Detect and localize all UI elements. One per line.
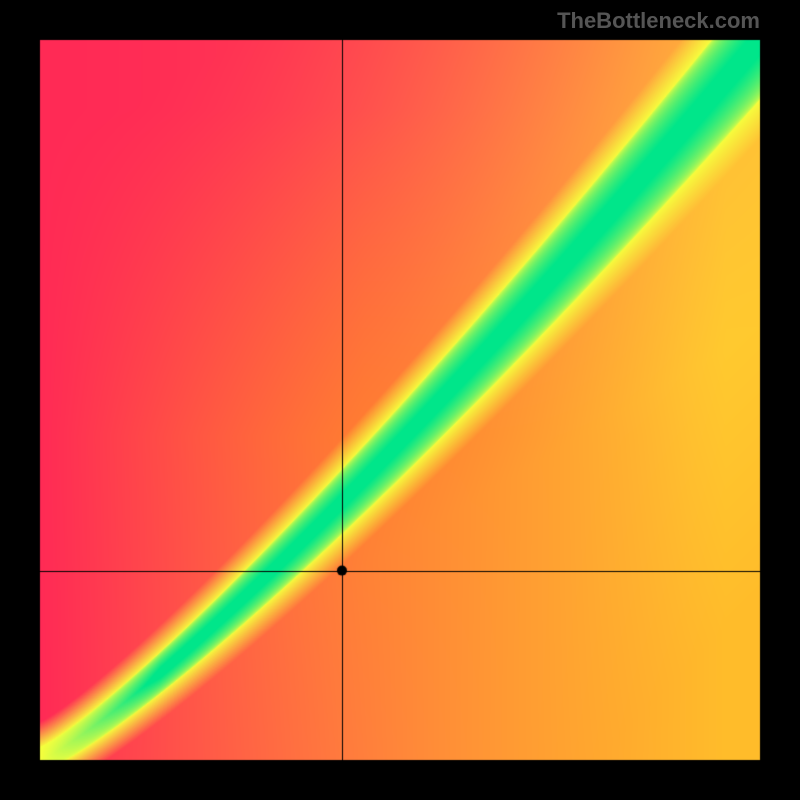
bottleneck-heatmap-canvas	[0, 0, 800, 800]
watermark-text: TheBottleneck.com	[557, 8, 760, 34]
chart-container: TheBottleneck.com	[0, 0, 800, 800]
